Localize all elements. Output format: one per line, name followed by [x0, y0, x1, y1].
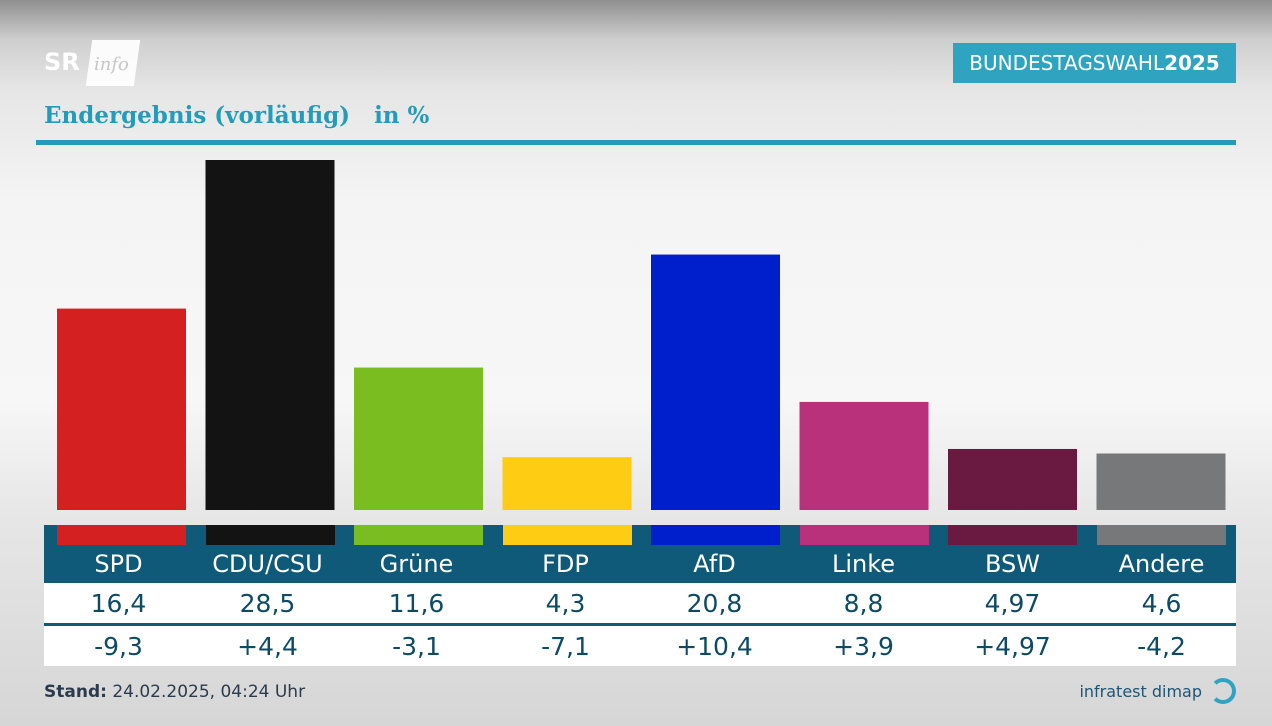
change-value-linke: +3,9: [833, 631, 894, 661]
color-stripe-cdu-csu: [205, 525, 335, 545]
result-row: 16,4 28,5 11,6 4,3 20,8 8,8 4,97 4,6: [44, 583, 1236, 626]
source-credit: infratest dimap: [1079, 678, 1236, 704]
footer-label: Stand:: [44, 682, 107, 702]
color-stripe-fdp: [502, 525, 632, 545]
party-label-fdp: FDP: [542, 550, 589, 578]
bar-cdu-csu: [205, 160, 335, 510]
infratest-dimap-logo-icon: [1210, 678, 1236, 704]
bar-spd: [57, 308, 186, 510]
logo-sr-text: SR: [44, 48, 80, 76]
footer: Stand: 24.02.2025, 04:24 Uhr: [44, 682, 305, 702]
party-label-spd: SPD: [94, 550, 143, 578]
change-value-gr-ne: -3,1: [392, 631, 441, 661]
chart-subtitle: Endergebnis (vorläufig) in %: [44, 102, 430, 129]
badge-year: 2025: [1164, 51, 1220, 75]
change-row: -9,3 +4,4 -3,1 -7,1 +10,4 +3,9 +4,97 -4,2: [44, 626, 1236, 666]
party-label-linke: Linke: [831, 550, 896, 578]
bar-linke: [799, 401, 929, 510]
result-value-linke: 8,8: [843, 588, 884, 618]
bar-bsw: [948, 448, 1077, 510]
party-label-afd: AfD: [693, 550, 736, 578]
color-stripe-gr-ne: [354, 525, 483, 545]
result-value-afd: 20,8: [686, 588, 743, 618]
change-value-afd: +10,4: [676, 631, 753, 661]
result-value-spd: 16,4: [90, 588, 147, 618]
color-stripe-linke: [799, 525, 929, 545]
source-text: infratest dimap: [1079, 681, 1202, 701]
election-badge: BUNDESTAGSWAHL 2025: [953, 43, 1236, 83]
result-value-gr-ne: 11,6: [388, 588, 445, 618]
bar-fdp: [502, 457, 632, 510]
color-stripe-bsw: [948, 525, 1077, 545]
footer-timestamp: 24.02.2025, 04:24 Uhr: [112, 682, 306, 702]
party-label-gr-ne: Grüne: [379, 550, 454, 578]
color-stripe-spd: [57, 525, 186, 545]
bar-afd: [651, 254, 780, 510]
result-value-fdp: 4,3: [545, 588, 586, 618]
party-name-row: SPD CDU/CSU Grüne FDP AfD Linke BSW Andere: [44, 525, 1236, 583]
result-value-bsw: 4,97: [984, 588, 1041, 618]
party-label-cdu-csu: CDU/CSU: [212, 550, 323, 578]
bar-gr-ne: [354, 367, 483, 510]
title-rule: [36, 140, 1236, 145]
color-stripe-andere: [1096, 525, 1226, 545]
bar-andere: [1096, 453, 1226, 510]
color-stripe-afd: [651, 525, 780, 545]
badge-text: BUNDESTAGSWAHL: [969, 51, 1165, 75]
party-label-bsw: BSW: [984, 550, 1040, 578]
change-value-fdp: -7,1: [541, 631, 590, 661]
result-value-andere: 4,6: [1141, 588, 1182, 618]
change-value-spd: -9,3: [94, 631, 143, 661]
result-value-cdu-csu: 28,5: [239, 588, 296, 618]
logo-info-text: info: [94, 54, 129, 75]
change-value-andere: -4,2: [1137, 631, 1186, 661]
change-value-bsw: +4,97: [974, 631, 1051, 661]
party-label-andere: Andere: [1118, 550, 1205, 578]
results-table: SPD CDU/CSU Grüne FDP AfD Linke BSW Andere 16,4…: [44, 525, 1236, 666]
change-value-cdu-csu: +4,4: [237, 631, 298, 661]
